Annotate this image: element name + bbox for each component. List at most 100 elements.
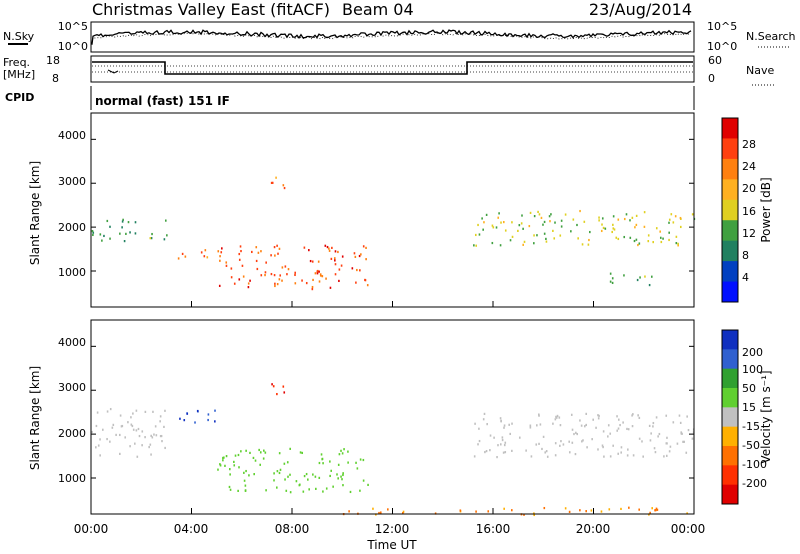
velocity-cell [571, 441, 574, 444]
nave-label: Nave [746, 64, 774, 77]
power-cell [206, 256, 209, 259]
power-cell [499, 244, 502, 247]
velocity-cell [153, 433, 155, 436]
velocity-cell [102, 428, 104, 431]
date-label: 23/Aug/2014 [589, 0, 692, 19]
power-tick-8: 8 [742, 249, 749, 262]
velocity-cell [308, 488, 310, 491]
velocity-cell [278, 471, 281, 475]
power-cell [550, 213, 552, 216]
velocity-cell [609, 432, 612, 435]
power-panel-frame [90, 112, 695, 308]
velocity-cell [161, 440, 163, 443]
velocity-cell [501, 438, 504, 442]
velocity-cell [106, 437, 108, 441]
power-cell [611, 230, 613, 234]
velocity-cell [329, 474, 331, 478]
power-cell [502, 220, 505, 224]
power-cell [637, 243, 639, 247]
power-cell [134, 232, 137, 235]
power-cell [255, 246, 258, 249]
velocity-cell [607, 424, 610, 427]
power-cell [273, 246, 276, 249]
power-heatmap [91, 176, 696, 291]
velocity-tick-50: 50 [742, 382, 756, 395]
power-cell [129, 231, 131, 234]
velocity-cell [315, 487, 317, 490]
velocity-cell [668, 450, 671, 453]
velocity-cell [318, 476, 321, 480]
power-cell [331, 246, 333, 249]
velocity-cell [535, 443, 538, 446]
velocity-cell [672, 421, 675, 424]
power-cell [225, 261, 228, 264]
velocity-ytick-2000: 2000 [58, 427, 86, 440]
power-cell [314, 272, 317, 275]
power-cell [286, 273, 288, 276]
power-cell [283, 186, 286, 190]
power-cell [334, 250, 337, 253]
velocity-colorbar-band [722, 388, 738, 408]
velocity-cell [238, 466, 240, 469]
velocity-cell [529, 426, 532, 429]
velocity-cell [271, 383, 273, 386]
velocity-cell [109, 440, 111, 443]
velocity-cell [341, 452, 344, 455]
xtick-2: 08:00 [275, 522, 310, 536]
power-cell [638, 242, 641, 245]
velocity-cell [579, 419, 581, 422]
velocity-cell [485, 449, 488, 453]
velocity-cell [135, 429, 138, 432]
velocity-cell [686, 415, 688, 418]
power-cell [583, 220, 586, 223]
power-cell [523, 240, 526, 243]
velocity-cell [591, 438, 593, 441]
power-cell [491, 241, 494, 245]
velocity-cell [554, 418, 557, 421]
velocity-cell [473, 455, 476, 458]
power-cell [542, 223, 544, 226]
power-cell [166, 234, 168, 237]
velocity-cell [222, 456, 224, 460]
velocity-cell [533, 513, 535, 517]
power-cell [326, 245, 329, 249]
velocity-cell [595, 426, 597, 429]
power-cell [247, 286, 250, 289]
power-cell [691, 213, 694, 216]
power-cell [612, 223, 614, 226]
power-cell [309, 259, 312, 263]
velocity-cell [536, 424, 538, 427]
velocity-cell [99, 454, 101, 457]
velocity-cell [573, 432, 575, 436]
velocity-cell [115, 433, 117, 437]
velocity-cell [585, 423, 587, 427]
power-cell [282, 184, 285, 187]
velocity-cell [628, 506, 630, 509]
power-cell [273, 274, 276, 277]
power-colorbar-band [722, 118, 738, 139]
power-cell [119, 232, 121, 235]
power-cell [230, 267, 233, 270]
velocity-cell [511, 449, 513, 452]
velocity-cell [402, 512, 404, 515]
velocity-colorbar-ticks: 200 100 50 15 -15 -50 -100 -200 [742, 346, 767, 490]
power-cell [218, 284, 221, 287]
power-cell [560, 225, 563, 228]
power-cell [101, 239, 103, 242]
velocity-cell [243, 479, 246, 482]
velocity-cell [186, 412, 189, 415]
velocity-cell [496, 455, 498, 459]
power-cell [321, 275, 324, 278]
power-cell [255, 259, 258, 263]
velocity-cell [649, 439, 652, 442]
cpid-value: normal (fast) 151 IF [95, 94, 230, 108]
velocity-cell [620, 446, 623, 449]
power-cell [500, 221, 502, 224]
velocity-cell [224, 464, 226, 467]
nsky-label: N.Sky [3, 30, 35, 43]
power-cell [324, 244, 327, 247]
power-cell [625, 213, 628, 216]
power-cell [545, 240, 548, 243]
power-cell [109, 237, 111, 240]
velocity-cell [150, 453, 152, 456]
